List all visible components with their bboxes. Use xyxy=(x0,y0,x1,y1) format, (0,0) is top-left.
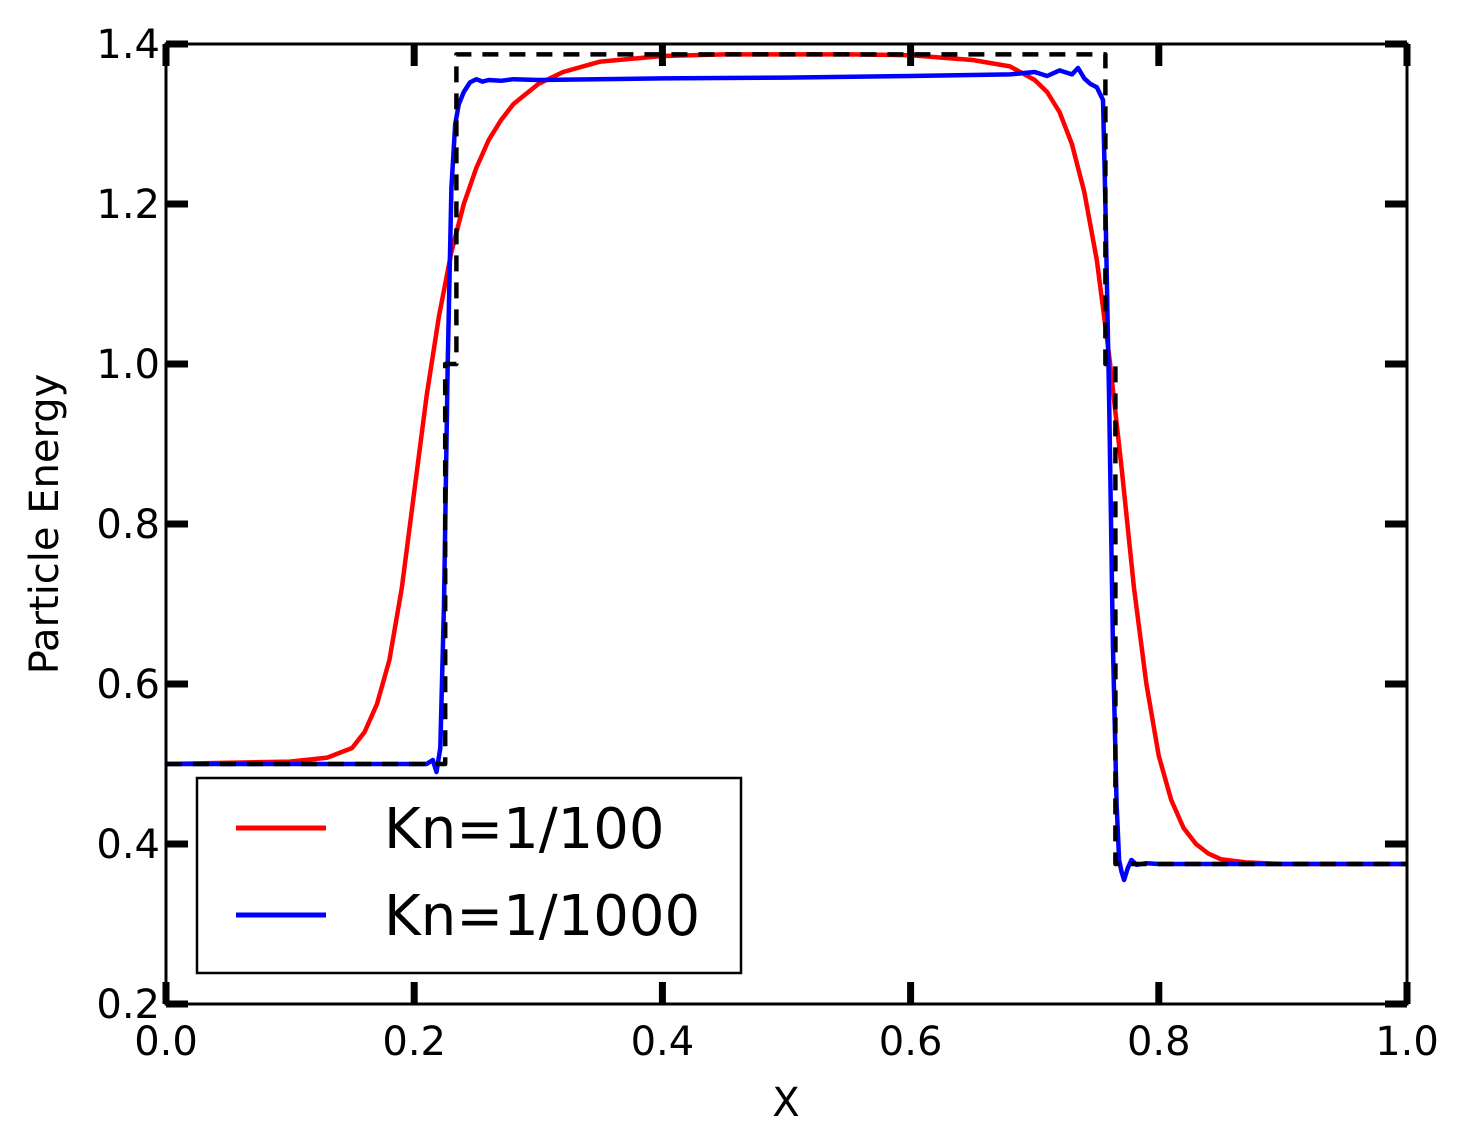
y-tick-label: 0.4 xyxy=(96,822,160,868)
x-tick-label: 0.4 xyxy=(631,1019,695,1065)
x-tick-label: 0.0 xyxy=(134,1019,198,1065)
series-line-kn-1-1000 xyxy=(166,65,1407,883)
x-tick-label: 0.8 xyxy=(1127,1019,1191,1065)
y-tick-label: 1.0 xyxy=(96,342,160,388)
legend-label-kn-1000: Kn=1/1000 xyxy=(384,884,700,949)
legend-label-kn-100: Kn=1/100 xyxy=(384,797,665,862)
plot-area xyxy=(165,52,1407,883)
legend: Kn=1/100 Kn=1/1000 xyxy=(195,776,743,975)
tick-labels: 0.0 0.2 0.4 0.6 0.8 1.00.20.40.60.81.01.21.4 xyxy=(96,22,1438,1065)
x-axis-label: X xyxy=(772,1080,799,1126)
y-tick-label: 1.2 xyxy=(96,182,160,228)
y-tick-label: 0.2 xyxy=(96,982,160,1028)
y-axis-label: Particle Energy xyxy=(22,374,68,675)
x-tick-label: 0.6 xyxy=(879,1019,943,1065)
plot-frame xyxy=(164,42,1409,1006)
y-tick-label: 1.4 xyxy=(96,22,160,68)
x-tick-label: 1.0 xyxy=(1375,1019,1439,1065)
y-tick-label: 0.8 xyxy=(96,502,160,548)
legend-box xyxy=(195,776,743,975)
series-line-reference-dashed xyxy=(166,52,1407,867)
x-tick-label: 0.2 xyxy=(382,1019,446,1065)
y-tick-label: 0.6 xyxy=(96,662,160,708)
